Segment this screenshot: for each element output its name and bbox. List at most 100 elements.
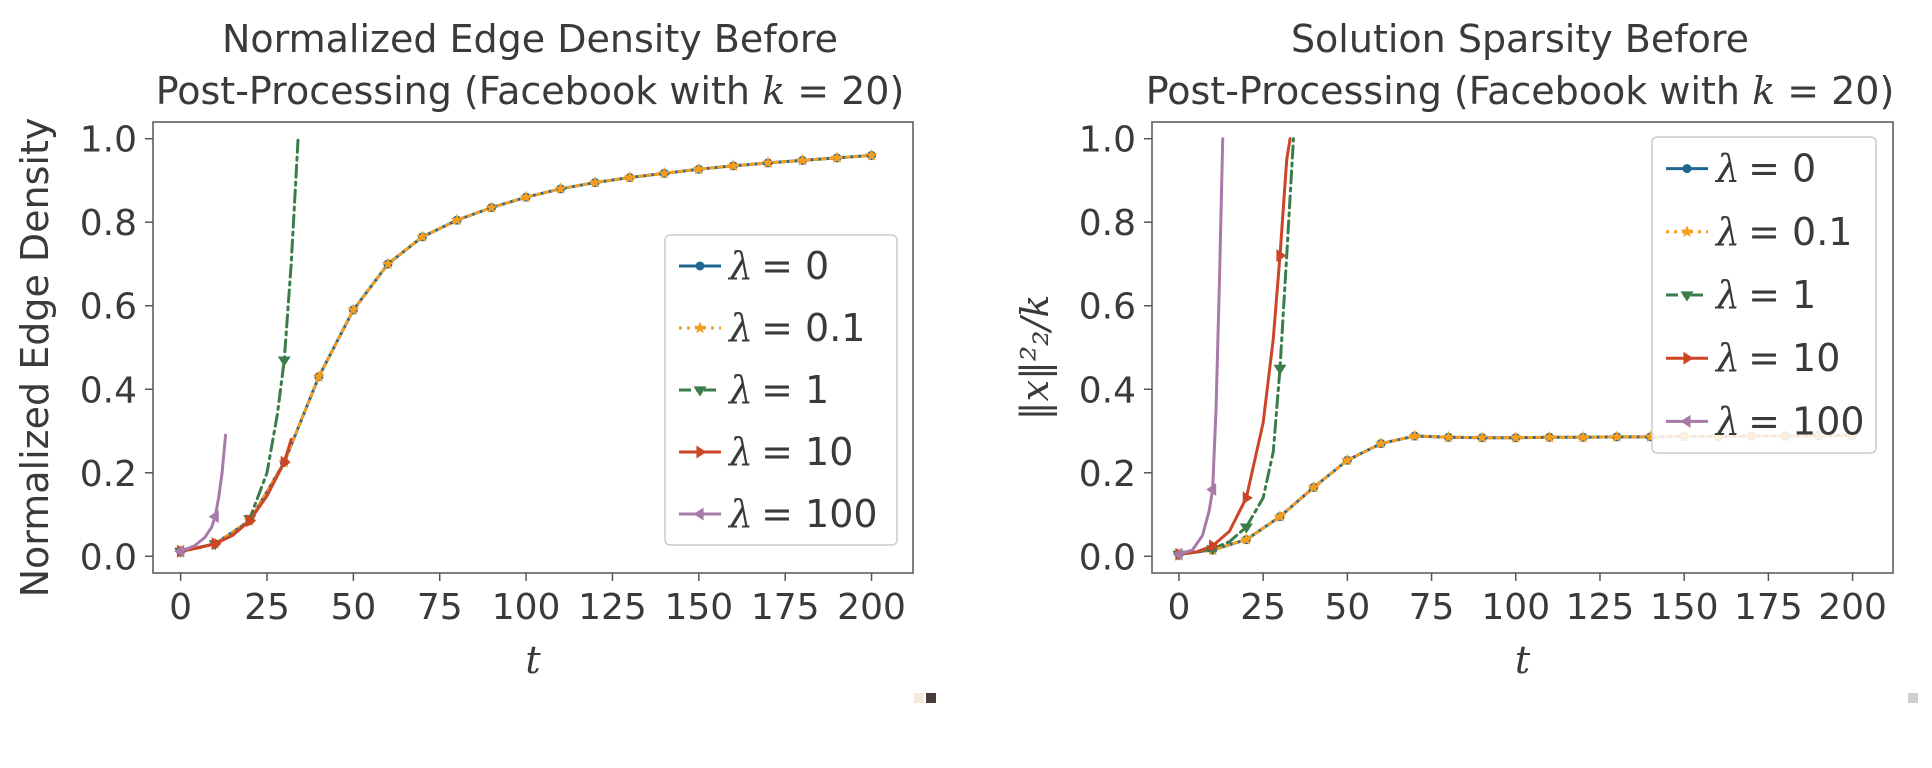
series-point: [727, 159, 740, 172]
series-point: [1273, 510, 1287, 522]
legend-marker: [1682, 164, 1692, 174]
y-tick-label: 0.6: [1079, 287, 1136, 328]
x-tick-label: 175: [751, 587, 820, 628]
series-point: [174, 544, 185, 558]
y-tick-label: 0.2: [80, 454, 137, 495]
chart-title-line2: Post-Processing (Facebook with k = 20): [1146, 69, 1895, 113]
legend-label: λ = 10: [727, 430, 853, 474]
legend-value: = 1: [1748, 273, 1816, 317]
series-line: [1177, 137, 1292, 556]
series-point: [280, 455, 291, 469]
series-point: [830, 151, 844, 164]
legend-marker: [1680, 291, 1694, 302]
series-3: [1175, 137, 1292, 561]
series-point: [347, 303, 360, 316]
series-point: [246, 514, 257, 528]
series-point: [208, 510, 219, 524]
legend-marker: [696, 445, 707, 459]
legend-value: = 10: [1748, 336, 1840, 380]
series-point: [312, 370, 325, 382]
series-point: [1543, 430, 1556, 443]
legend-symbol: λ: [1714, 273, 1740, 317]
series-point: [865, 148, 878, 161]
chart-title-line1: Solution Sparsity Before: [1291, 17, 1749, 61]
series-point: [1408, 429, 1421, 442]
legend-value: = 100: [1748, 399, 1864, 443]
title-prefix: Post-Processing (Facebook with: [1146, 69, 1752, 113]
x-tick-label: 175: [1734, 587, 1803, 628]
legend-label: λ = 1: [727, 368, 829, 412]
legend-label: λ = 100: [1714, 399, 1865, 443]
y-tick-label: 0.0: [1079, 537, 1136, 578]
legend-symbol: λ: [727, 492, 753, 536]
series-point: [1610, 430, 1623, 443]
legend-marker: [1683, 351, 1694, 365]
title-prefix: Post-Processing (Facebook with: [156, 69, 762, 113]
y-tick-label: 0.8: [80, 203, 137, 244]
series-point: [623, 171, 636, 183]
series-point: [554, 182, 567, 195]
legend-label: λ = 1: [1714, 273, 1816, 317]
corner-mark: [1908, 693, 1918, 703]
x-tick-label: 0: [169, 587, 192, 628]
y-tick-label: 0.8: [1079, 203, 1136, 244]
series-point: [519, 190, 533, 203]
x-tick-label: 100: [492, 587, 561, 628]
y-tick-label: 0.6: [80, 287, 137, 328]
legend-marker: [693, 321, 707, 334]
series-line: [1177, 137, 1225, 556]
legend-value: = 100: [761, 492, 877, 536]
series-point: [211, 537, 222, 551]
x-axis-label: t: [525, 638, 541, 682]
plot-frame: [1151, 121, 1894, 574]
legend-value: = 1: [761, 368, 829, 412]
legend-marker: [693, 507, 704, 521]
series-4: [174, 433, 228, 558]
series-point: [1475, 431, 1489, 443]
series-point: [1172, 547, 1183, 561]
series-point: [1240, 533, 1253, 545]
series-4: [1172, 137, 1225, 561]
corner-mark: [926, 693, 936, 703]
title-eq: = 20): [1775, 69, 1894, 113]
legend-symbol: λ: [1714, 399, 1740, 443]
x-tick-label: 200: [837, 587, 906, 628]
series-point: [658, 166, 671, 179]
legend-label: λ = 0: [727, 244, 829, 288]
legend-symbol: λ: [727, 306, 753, 350]
legend-label: λ = 0.1: [727, 306, 865, 350]
x-axis-label: t: [1515, 638, 1531, 682]
series-point: [1374, 437, 1388, 449]
y-tick-label: 0.4: [1079, 370, 1136, 411]
legend-value: = 0.1: [761, 306, 865, 350]
series-point: [1206, 482, 1217, 496]
series-point: [761, 156, 775, 169]
series-line: [179, 433, 228, 553]
y-tick-label: 0.2: [1079, 454, 1136, 495]
series-point: [381, 257, 395, 270]
series-point: [450, 213, 464, 226]
x-tick-label: 25: [244, 587, 290, 628]
corner-mark: [914, 693, 924, 703]
series-point: [1209, 539, 1220, 553]
series-line: [179, 137, 300, 553]
legend-marker: [1680, 414, 1691, 428]
x-tick-label: 75: [1409, 587, 1455, 628]
legend-marker: [1680, 225, 1694, 238]
chart-title-line1: Normalized Edge Density Before: [222, 17, 838, 61]
legend-box: [1651, 136, 1877, 454]
series-point: [589, 176, 602, 188]
y-tick-label: 1.0: [80, 120, 137, 161]
title-k: k: [1752, 69, 1775, 113]
series-point: [796, 153, 809, 166]
series-line: [1177, 137, 1295, 556]
legend-label: λ = 0.1: [1714, 210, 1852, 254]
legend-value: = 0: [761, 244, 829, 288]
legend-marker: [695, 261, 705, 271]
series-point: [1239, 523, 1253, 534]
series-2: [1172, 137, 1295, 561]
legend-label: λ = 100: [727, 492, 878, 536]
series-point: [1576, 430, 1590, 443]
legend-symbol: λ: [727, 430, 753, 474]
legend-label: λ = 0: [1714, 147, 1816, 191]
